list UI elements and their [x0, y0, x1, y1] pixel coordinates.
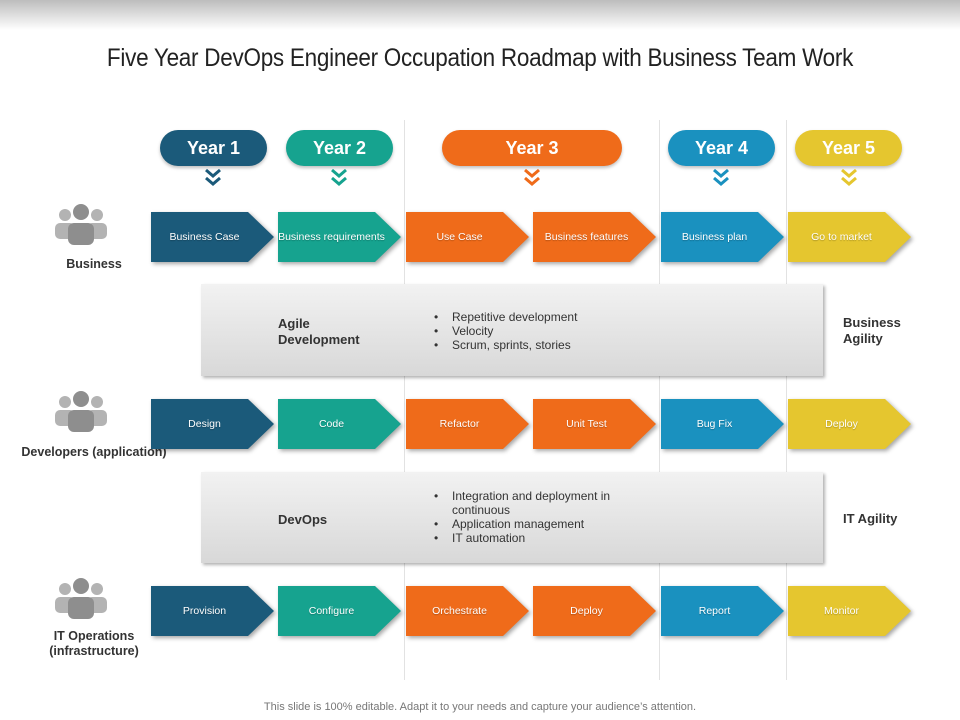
year-5-label: Year 5: [821, 137, 876, 158]
step-design: Design: [151, 399, 274, 449]
band-title-agile: Agile Development: [278, 316, 360, 347]
row-label-developers: Developers (application): [21, 445, 167, 459]
people-group-icon: [55, 391, 107, 432]
chevron-down-icon: [331, 168, 347, 186]
year-5-pill: Year 5: [795, 130, 902, 166]
column-divider: [404, 120, 405, 680]
bullet-item: IT automation: [432, 531, 632, 545]
people-group-icon: [55, 204, 107, 245]
band-bullets-agile: Repetitive development Velocity Scrum, s…: [432, 310, 652, 352]
year-2-label: Year 2: [312, 137, 367, 158]
step-go-to-market: Go to market: [788, 212, 911, 262]
chevron-down-icon: [524, 168, 540, 186]
step-unit-test: Unit Test: [533, 399, 656, 449]
step-business-case: Business Case: [151, 212, 274, 262]
step-business-plan: Business plan: [661, 212, 784, 262]
bullet-item: Velocity: [432, 324, 652, 338]
slide-title: Five Year DevOps Engineer Occupation Roa…: [106, 44, 854, 72]
step-report: Report: [661, 586, 784, 636]
step-orchestrate: Orchestrate: [406, 586, 529, 636]
chevron-down-icon: [713, 168, 729, 186]
year-3-label: Year 3: [505, 137, 559, 158]
band-bullets-devops: Integration and deployment in continuous…: [432, 489, 632, 545]
bullet-item: Scrum, sprints, stories: [432, 338, 652, 352]
chevron-down-icon: [841, 168, 857, 186]
step-code: Code: [278, 399, 401, 449]
step-deploy-ops: Deploy: [533, 586, 656, 636]
step-configure: Configure: [278, 586, 401, 636]
bullet-item: Application management: [432, 517, 632, 531]
step-business-features: Business features: [533, 212, 656, 262]
bullet-item: Repetitive development: [432, 310, 652, 324]
step-business-requirements: Business requirements: [278, 212, 401, 262]
year-2-pill: Year 2: [286, 130, 393, 166]
column-divider: [786, 120, 787, 680]
year-4-label: Year 4: [694, 137, 749, 158]
row-label-it-operations: IT Operations (infrastructure): [49, 629, 139, 658]
year-1-label: Year 1: [186, 137, 241, 158]
chevron-down-icon: [205, 168, 221, 186]
year-4-pill: Year 4: [668, 130, 775, 166]
top-gradient-band: [0, 0, 960, 30]
step-bug-fix: Bug Fix: [661, 399, 784, 449]
step-monitor: Monitor: [788, 586, 911, 636]
year-1-pill: Year 1: [160, 130, 267, 166]
step-refactor: Refactor: [406, 399, 529, 449]
people-group-icon: [55, 578, 107, 619]
step-use-case: Use Case: [406, 212, 529, 262]
footer-note: This slide is 100% editable. Adapt it to…: [263, 701, 697, 713]
side-label-business-agility: Business Agility: [843, 315, 901, 346]
step-provision: Provision: [151, 586, 274, 636]
step-deploy: Deploy: [788, 399, 911, 449]
band-title-devops: DevOps: [278, 512, 328, 527]
side-label-it-agility: IT Agility: [843, 511, 898, 526]
column-divider: [659, 120, 660, 680]
row-label-business: Business: [66, 257, 122, 271]
year-3-pill: Year 3: [442, 130, 622, 166]
bullet-item: Integration and deployment in continuous: [432, 489, 632, 517]
